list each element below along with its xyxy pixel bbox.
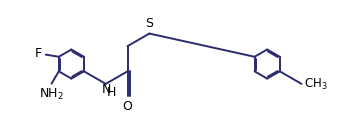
Text: H: H	[106, 86, 116, 99]
Text: CH$_3$: CH$_3$	[304, 77, 328, 92]
Text: NH$_2$: NH$_2$	[39, 87, 64, 102]
Text: N: N	[102, 83, 111, 96]
Text: F: F	[35, 47, 42, 60]
Text: S: S	[145, 17, 153, 30]
Text: O: O	[122, 100, 132, 113]
